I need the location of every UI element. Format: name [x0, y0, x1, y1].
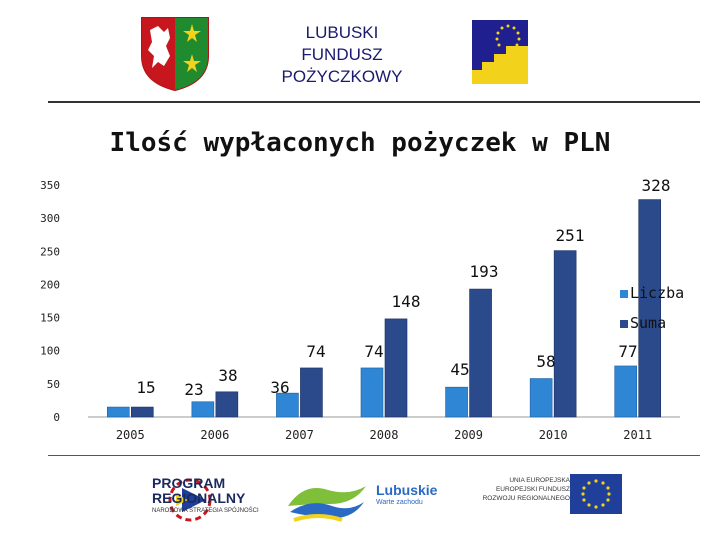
x-tick-label-2006: 2006 — [200, 428, 229, 442]
y-tick-label-100: 100 — [40, 345, 60, 358]
program-line-1: PROGRAM — [152, 475, 226, 491]
org-title: LUBUSKI FUNDUSZ POŻYCZKOWY — [262, 22, 422, 88]
legend-swatch-suma — [620, 320, 628, 328]
data-label-0: 15 — [136, 378, 155, 397]
bar-liczba-2011 — [614, 365, 638, 418]
bar-suma-2009 — [469, 288, 492, 418]
eu-stars-flag-icon — [570, 474, 622, 514]
x-tick-label-2007: 2007 — [285, 428, 314, 442]
y-tick-label-50: 50 — [47, 378, 60, 391]
x-tick-label-2008: 2008 — [370, 428, 399, 442]
lubuskie-text: Lubuskie Warte zachodu — [376, 482, 437, 506]
x-tick-label-2005: 2005 — [116, 428, 145, 442]
data-label-12: 328 — [642, 176, 671, 195]
footer: PROGRAM REGIONALNY NARODOWA STRATEGIA SP… — [0, 462, 720, 540]
data-label-10: 251 — [556, 226, 585, 245]
eu-line-1: UNIA EUROPEJSKA — [509, 477, 570, 484]
legend-label-liczba: Liczba — [630, 284, 684, 302]
data-label-3: 36 — [270, 378, 289, 397]
bar-liczba-2005 — [106, 406, 130, 418]
bar-suma-2007 — [300, 367, 323, 418]
bar-suma-2011 — [638, 199, 662, 418]
data-label-9: 58 — [536, 352, 555, 371]
legend-label-suma: Suma — [630, 314, 666, 332]
program-line-3: NARODOWA STRATEGIA SPÓJNOŚCI — [152, 508, 259, 514]
bar-chart: 0 50 100 150 200 250 300 350 2005 2006 2007 2008 200… — [40, 176, 684, 442]
lubuskie-logo-icon — [288, 486, 366, 522]
bar-suma-2006 — [215, 391, 239, 418]
program-regionalny-logo-icon — [168, 478, 212, 522]
legend-swatch-liczba — [620, 290, 628, 298]
bar-liczba-2008 — [360, 367, 384, 418]
bar-suma-2005 — [130, 406, 154, 418]
data-label-5: 74 — [364, 342, 383, 361]
chart-title: Ilość wypłaconych pożyczek w PLN — [109, 128, 611, 158]
data-label-8: 193 — [470, 262, 499, 281]
org-title-line-2: FUNDUSZ — [301, 45, 383, 64]
eu-flag-icon — [472, 20, 528, 84]
bar-suma-2010 — [553, 250, 577, 418]
bar-liczba-2010 — [529, 378, 553, 418]
data-label-4: 74 — [306, 342, 325, 361]
bar-suma-2008 — [384, 318, 408, 418]
data-label-2: 38 — [218, 366, 237, 385]
bar-liczba-2007 — [276, 392, 299, 418]
lubuskie-slogan: Warte zachodu — [376, 499, 423, 506]
header-divider — [48, 101, 700, 103]
y-tick-label-350: 350 — [40, 179, 60, 192]
lubuskie-name: Lubuskie — [376, 482, 438, 498]
eu-line-3: ROZWOJU REGIONALNEGO — [482, 495, 570, 502]
lubuskie-crest-icon — [141, 17, 209, 92]
header: LUBUSKI FUNDUSZ POŻYCZKOWY — [0, 0, 720, 100]
data-label-11: 77 — [618, 342, 637, 361]
eu-line-2: EUROPEJSKI FUNDUSZ — [495, 486, 570, 493]
y-tick-label-150: 150 — [40, 312, 60, 325]
data-label-7: 45 — [450, 360, 469, 379]
program-regionalny-text: PROGRAM REGIONALNY NARODOWA STRATEGIA SP… — [152, 475, 259, 515]
y-tick-label-200: 200 — [40, 278, 60, 291]
data-label-1: 23 — [184, 380, 203, 399]
x-tick-label-2009: 2009 — [454, 428, 483, 442]
eu-fund-text: UNIA EUROPEJSKA EUROPEJSKI FUNDUSZ ROZWO… — [470, 476, 570, 503]
y-tick-label-250: 250 — [40, 245, 60, 258]
data-label-6: 148 — [392, 292, 421, 311]
bar-liczba-2009 — [445, 386, 468, 418]
org-title-line-3: POŻYCZKOWY — [281, 67, 403, 86]
x-tick-label-2011: 2011 — [623, 428, 652, 442]
bar-liczba-2006 — [191, 401, 215, 418]
y-tick-label-300: 300 — [40, 212, 60, 225]
y-tick-label-0: 0 — [53, 411, 60, 424]
org-title-line-1: LUBUSKI — [305, 23, 379, 42]
footer-divider — [48, 455, 700, 456]
program-line-2: REGIONALNY — [152, 490, 246, 506]
x-tick-label-2010: 2010 — [539, 428, 568, 442]
